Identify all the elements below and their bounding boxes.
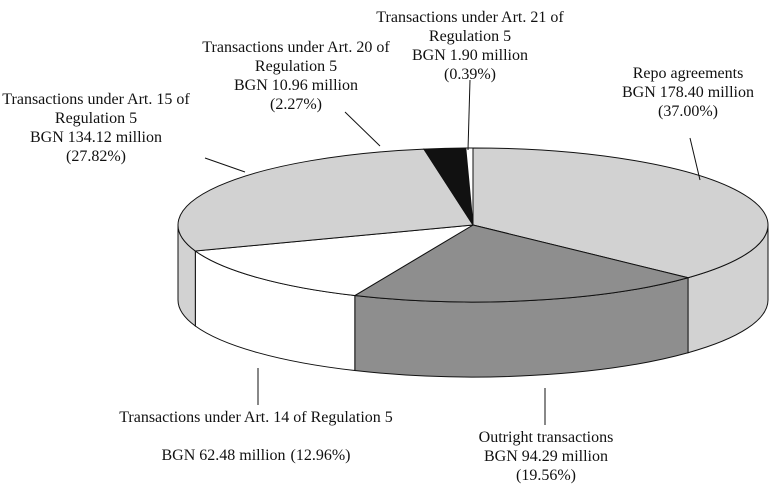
label-pct: (19.56%) [516, 467, 576, 484]
label-pct: (27.82%) [66, 148, 126, 165]
label-name: Transactions under Art. 21 of Regulation… [376, 9, 564, 45]
slice-label: Transactions under Art. 21 of Regulation… [370, 8, 570, 84]
pie-slice [353, 224, 691, 303]
leader-line [689, 137, 701, 181]
label-name: Transactions under Art. 15 of Regulation… [2, 91, 190, 127]
pie-slice [193, 224, 474, 297]
label-amt: BGN 178.40 million [621, 84, 754, 101]
label-amt: BGN 94.29 million [483, 448, 608, 465]
label-pct: (2.27%) [270, 96, 322, 113]
label-name: Transactions under Art. 20 of Regulation… [202, 39, 390, 75]
leader-line [204, 157, 246, 173]
pie-slice [177, 148, 474, 252]
slice-label: Outright transactions BGN 94.29 million (1… [451, 428, 641, 485]
label-name: Repo agreements [632, 65, 744, 82]
label-pct: (12.96%) [290, 447, 351, 464]
label-amt: BGN 134.12 million [29, 129, 162, 146]
label-name: Transactions under Art. 14 of Regulation… [119, 409, 393, 426]
label-pct: (0.39%) [444, 66, 496, 83]
leader-line [467, 79, 471, 151]
slice-label: Transactions under Art. 14 of Regulation… [66, 408, 446, 465]
label-name: Outright transactions [478, 429, 614, 446]
pie-slice [465, 147, 474, 226]
slice-label: Transactions under Art. 20 of Regulation… [196, 38, 396, 114]
leader-line [344, 111, 381, 147]
label-pct: (37.00%) [658, 103, 718, 120]
slice-label: Repo agreements BGN 178.40 million (37.00%… [603, 64, 773, 121]
label-amt: BGN 1.90 million [411, 47, 528, 64]
label-amt: BGN 10.96 million [233, 77, 358, 94]
slice-label: Transactions under Art. 15 of Regulation… [1, 90, 191, 166]
label-amt: BGN 62.48 million [161, 447, 286, 464]
pie-slice [472, 147, 769, 279]
